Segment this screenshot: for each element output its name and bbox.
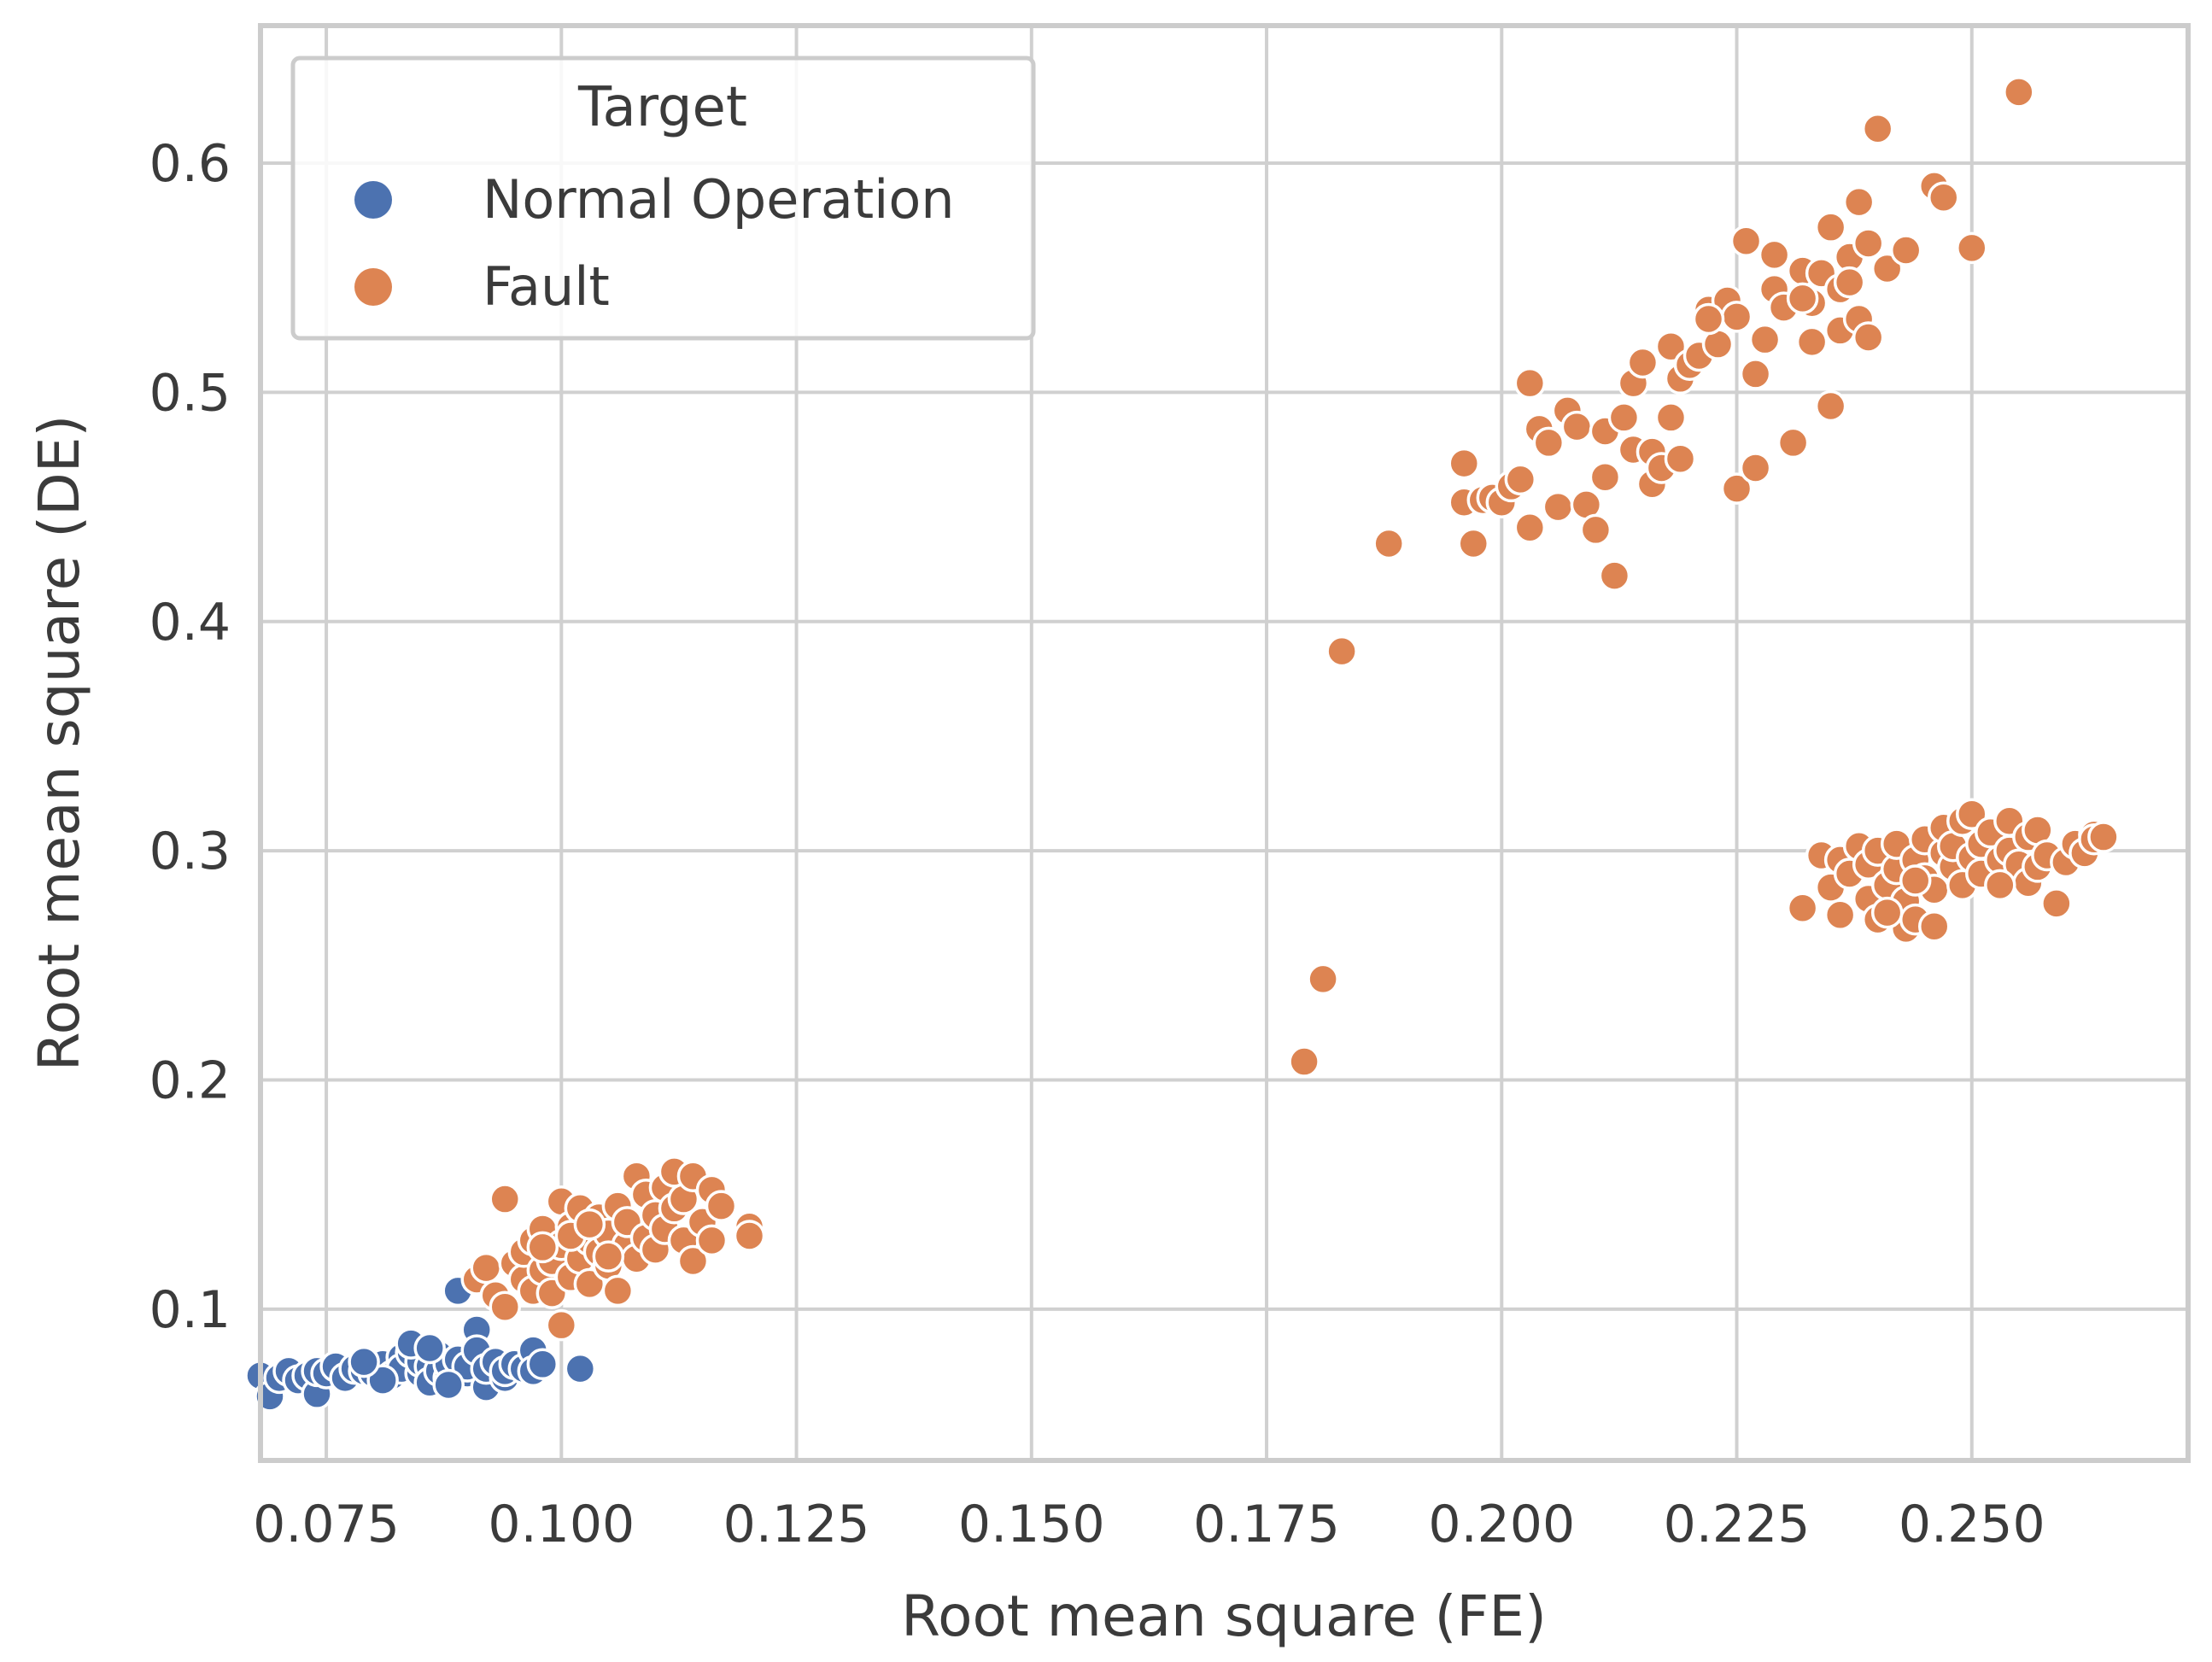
point-fault (1984, 869, 2016, 902)
plot-frame (258, 23, 2191, 1463)
point-normal-operation (413, 1331, 446, 1365)
point-fault (1589, 460, 1622, 494)
legend-marker-fault (354, 268, 392, 306)
point-fault (1739, 358, 1772, 390)
x-tick-label: 0.225 (1664, 1495, 1811, 1554)
point-fault (573, 1208, 606, 1241)
point-fault (1870, 896, 1904, 929)
point-fault (1532, 426, 1565, 459)
point-fault (1795, 325, 1829, 359)
x-tick-label: 0.175 (1193, 1495, 1340, 1554)
point-fault (1692, 302, 1725, 336)
point-fault (1748, 323, 1782, 356)
x-tick-label: 0.075 (253, 1495, 400, 1554)
point-fault (733, 1220, 766, 1252)
point-fault (1758, 238, 1791, 272)
point-fault (1861, 113, 1894, 145)
y-axis-label: Root mean square (DE) (26, 415, 92, 1072)
legend-marker-normal-operation (354, 181, 392, 219)
scatter-points (244, 76, 2120, 1413)
point-fault (1927, 181, 1960, 214)
point-fault (676, 1244, 710, 1278)
point-fault (1786, 282, 1819, 315)
x-tick-label: 0.250 (1899, 1495, 2045, 1554)
y-tick-labels: 0.1 0.2 0.3 0.4 0.5 0.6 (149, 134, 231, 1340)
point-normal-operation (526, 1348, 559, 1381)
y-tick-label: 0.3 (149, 822, 231, 881)
point-fault (526, 1231, 559, 1264)
point-fault (1852, 227, 1885, 260)
point-fault (1513, 366, 1547, 400)
grid-lines (260, 26, 2188, 1460)
point-normal-operation (348, 1345, 380, 1378)
point-normal-operation (432, 1368, 465, 1402)
point-fault (1776, 426, 1810, 459)
point-fault (592, 1240, 625, 1273)
point-fault (705, 1190, 738, 1222)
point-fault (1786, 892, 1819, 924)
y-tick-label: 0.2 (149, 1051, 231, 1111)
point-fault (1457, 527, 1490, 560)
point-fault (1739, 452, 1772, 484)
point-fault (1720, 472, 1753, 505)
x-tick-label: 0.100 (488, 1495, 635, 1554)
point-fault (489, 1290, 522, 1323)
point-fault (1542, 490, 1575, 524)
point-fault (1448, 447, 1480, 480)
x-tick-label: 0.200 (1428, 1495, 1575, 1554)
point-fault (1579, 513, 1612, 547)
legend-label-normal-operation: Normal Operation (483, 168, 955, 231)
point-fault (1889, 234, 1922, 266)
x-tick-label: 0.125 (723, 1495, 870, 1554)
point-fault (1598, 559, 1631, 592)
point-fault (470, 1251, 502, 1285)
y-tick-label: 0.1 (149, 1280, 231, 1340)
point-fault (1833, 266, 1866, 299)
y-tick-label: 0.4 (149, 593, 231, 653)
point-fault (1852, 321, 1885, 354)
point-fault (489, 1183, 522, 1215)
point-fault (2040, 887, 2073, 920)
point-fault (1720, 301, 1753, 333)
y-tick-label: 0.6 (149, 134, 231, 194)
point-fault (1560, 410, 1594, 443)
point-fault (1607, 401, 1641, 434)
y-tick-label: 0.5 (149, 363, 231, 423)
point-fault (2087, 821, 2120, 853)
legend-title: Target (577, 76, 747, 139)
legend-box (290, 56, 1036, 341)
x-tick-labels: 0.075 0.100 0.125 0.150 0.175 0.200 0.225 0.250 (253, 1495, 2045, 1554)
point-fault (1513, 511, 1547, 544)
legend: Target Normal Operation Fault (290, 56, 1036, 341)
point-fault (545, 1308, 578, 1342)
point-fault (1814, 389, 1847, 423)
point-fault (1288, 1045, 1320, 1078)
x-axis-label: Root mean square (FE) (901, 1583, 1547, 1649)
point-fault (1325, 635, 1358, 668)
legend-label-fault: Fault (483, 255, 610, 318)
point-fault (1664, 442, 1697, 475)
x-tick-label: 0.150 (958, 1495, 1105, 1554)
point-fault (1729, 225, 1763, 258)
point-fault (1307, 963, 1339, 996)
point-fault (1956, 231, 1988, 265)
point-fault (1917, 910, 1951, 943)
point-normal-operation (564, 1352, 597, 1385)
point-fault (1899, 864, 1932, 897)
point-fault (1626, 346, 1659, 379)
point-fault (601, 1274, 635, 1308)
point-fault (1842, 185, 1876, 219)
point-fault (1654, 401, 1688, 434)
point-fault (1504, 463, 1537, 496)
point-fault (1814, 211, 1847, 243)
point-fault (1372, 527, 1405, 560)
point-fault (2003, 76, 2035, 108)
point-fault (1823, 898, 1857, 932)
point-fault (695, 1224, 729, 1257)
